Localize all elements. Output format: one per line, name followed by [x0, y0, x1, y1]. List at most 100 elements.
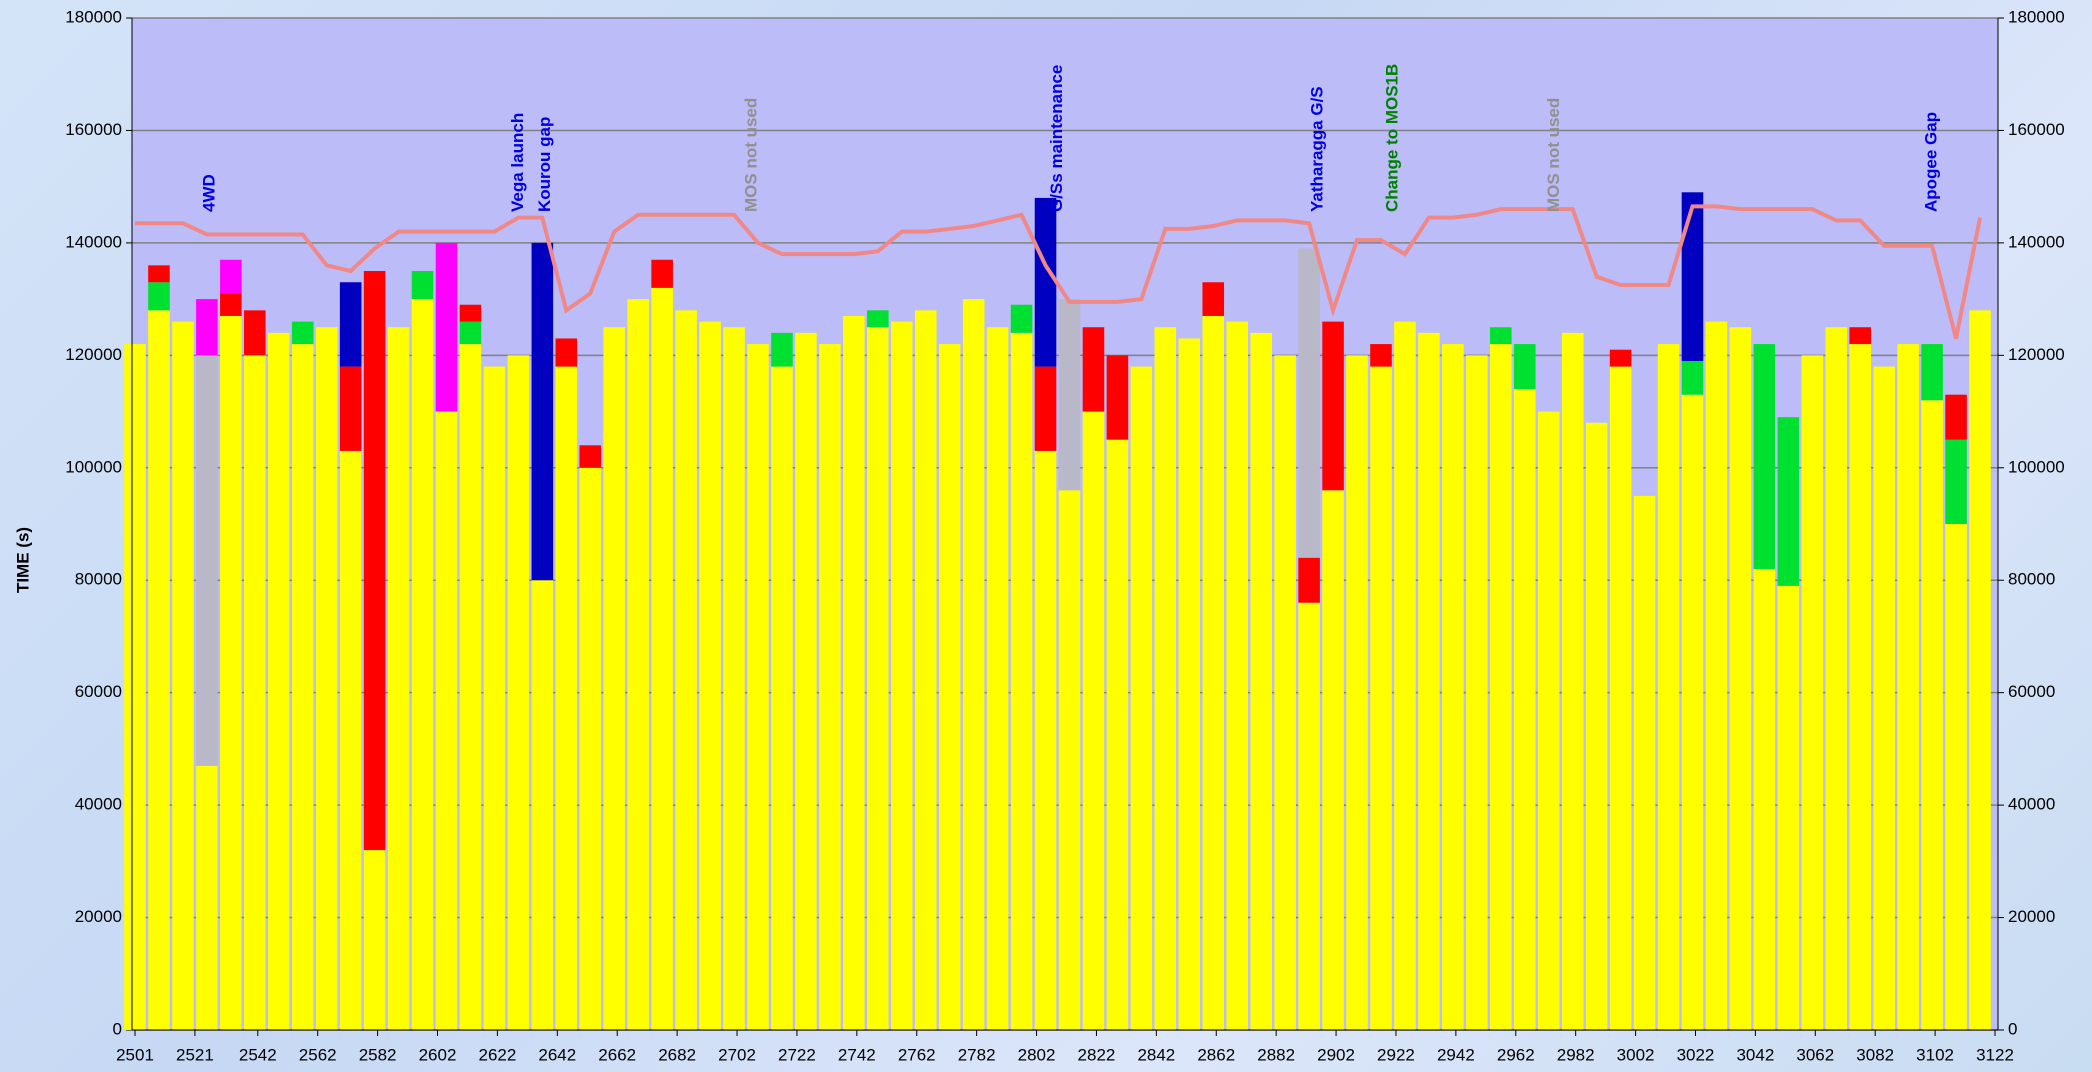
bar-segment: [1945, 439, 1967, 524]
y-tick-label: 120000: [65, 345, 122, 364]
bar-segment: [1322, 321, 1344, 491]
annotation: 4WD: [199, 174, 218, 212]
bar-segment: [1633, 495, 1656, 1030]
x-tick-label: 2822: [1078, 1045, 1116, 1064]
bar-segment: [1178, 338, 1201, 1030]
x-tick-label: 3042: [1736, 1045, 1774, 1064]
bar-segment: [1705, 321, 1728, 1031]
x-tick-label: 3062: [1796, 1045, 1834, 1064]
x-tick-label: 3002: [1617, 1045, 1655, 1064]
y-tick-label: 60000: [75, 682, 122, 701]
x-tick-label: 2742: [838, 1045, 876, 1064]
bar-segment: [747, 344, 769, 1031]
y-tick-label: 80000: [75, 570, 122, 589]
bar-segment: [1681, 192, 1704, 361]
bar-segment: [124, 344, 146, 1031]
x-tick-label: 2501: [116, 1045, 154, 1064]
bar-segment: [507, 355, 530, 1030]
bar-segment: [1298, 557, 1320, 603]
x-tick-label: 2962: [1497, 1045, 1535, 1064]
bar-segment: [1226, 321, 1249, 1031]
bar-segment: [1753, 344, 1776, 569]
bar-segment: [148, 310, 170, 1030]
x-tick-label: 2922: [1377, 1045, 1415, 1064]
y2-tick-label: 120000: [2008, 345, 2065, 364]
bar-segment: [411, 299, 434, 1031]
x-tick-label: 2642: [538, 1045, 576, 1064]
bar-segment: [579, 445, 602, 468]
x-tick-label: 2982: [1557, 1045, 1595, 1064]
annotation: Vega launch: [508, 113, 527, 212]
bar-segment: [1945, 524, 1967, 1030]
bar-segment: [459, 321, 482, 345]
y2-tick-label: 140000: [2008, 232, 2065, 251]
bar-segment: [1106, 355, 1129, 440]
bar-segment: [1945, 394, 1967, 440]
bar-segment: [1106, 439, 1129, 1031]
bar-segment: [1298, 248, 1320, 558]
bar-segment: [363, 271, 386, 851]
bar-segment: [435, 242, 458, 412]
bar-segment: [1537, 411, 1560, 1030]
bar-segment: [244, 310, 266, 356]
bar-segment: [962, 299, 985, 1031]
x-tick-label: 2802: [1018, 1045, 1056, 1064]
bar-segment: [1298, 602, 1320, 1030]
bar-segment: [771, 366, 793, 1031]
bar-segment: [1753, 568, 1776, 1030]
bar-segment: [1010, 304, 1033, 333]
bar-segment: [819, 344, 841, 1031]
bar-segment: [1370, 344, 1392, 367]
bar-segment: [531, 242, 554, 581]
y-tick-label: 40000: [75, 795, 122, 814]
bar-segment: [339, 450, 362, 1030]
x-tick-label: 2602: [419, 1045, 457, 1064]
x-tick-label: 2542: [239, 1045, 277, 1064]
bar-segment: [1202, 315, 1225, 1030]
bar-segment: [1729, 327, 1752, 1030]
bar-segment: [244, 355, 266, 1030]
bar-segment: [148, 282, 170, 311]
y-tick-label: 180000: [65, 7, 122, 26]
bar-segment: [1322, 490, 1344, 1030]
x-tick-label: 2902: [1317, 1045, 1355, 1064]
bar-segment: [291, 344, 314, 1031]
bar-segment: [1897, 344, 1919, 1031]
bar-segment: [723, 327, 745, 1030]
bar-segment: [1154, 327, 1177, 1030]
x-tick-label: 2682: [658, 1045, 696, 1064]
bar-segment: [1370, 366, 1392, 1031]
bar-segment: [1034, 450, 1057, 1030]
bar-segment: [1681, 360, 1704, 395]
bar-segment: [890, 321, 913, 1031]
y2-tick-label: 160000: [2008, 120, 2065, 139]
bar-segment: [196, 299, 218, 356]
y2-tick-label: 60000: [2008, 682, 2055, 701]
y-tick-label: 160000: [65, 120, 122, 139]
bar-segment: [531, 580, 554, 1030]
x-tick-label: 3102: [1916, 1045, 1954, 1064]
bar-segment: [1513, 344, 1536, 390]
bar-segment: [1274, 355, 1296, 1030]
y2-tick-label: 20000: [2008, 907, 2055, 926]
bar-segment: [1825, 327, 1848, 1030]
bar-segment: [986, 327, 1009, 1030]
bar-segment: [1873, 366, 1895, 1031]
bar-segment: [1490, 344, 1512, 1031]
bar-segment: [411, 271, 434, 300]
bar-segment: [603, 327, 626, 1030]
bar-segment: [579, 467, 602, 1030]
bar-segment: [1969, 310, 1991, 1030]
bar-segment: [148, 265, 170, 283]
annotation: G/Ss maintenance: [1047, 65, 1066, 212]
bar-segment: [459, 344, 482, 1031]
bar-segment: [1034, 197, 1057, 367]
y-tick-label: 0: [113, 1019, 122, 1038]
bar-segment: [1394, 321, 1416, 1031]
y2-tick-label: 100000: [2008, 457, 2065, 476]
x-tick-label: 3122: [1976, 1045, 2014, 1064]
bar-segment: [1250, 332, 1272, 1030]
bar-segment: [435, 411, 458, 1030]
x-tick-label: 3082: [1856, 1045, 1894, 1064]
